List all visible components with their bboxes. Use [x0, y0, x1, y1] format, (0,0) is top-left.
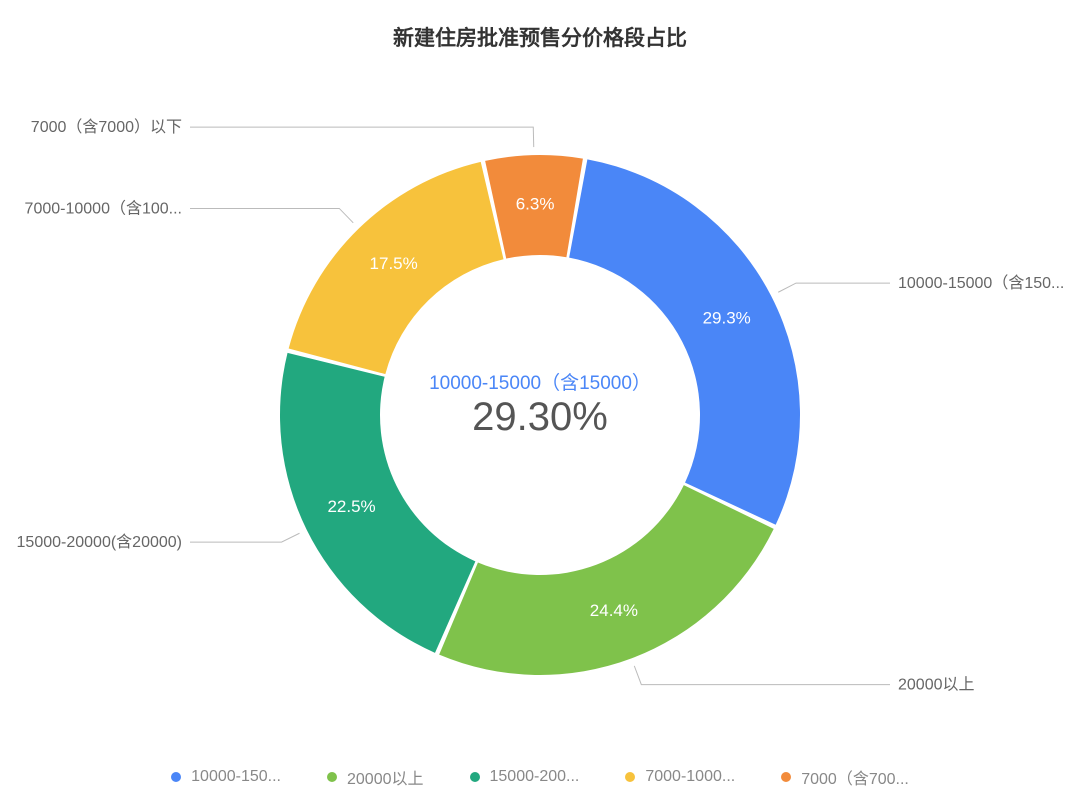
- slice-label-2: 15000-20000(含20000): [17, 533, 182, 551]
- leader-3: [190, 208, 353, 222]
- slice-value-4: 6.3%: [516, 195, 555, 214]
- leader-2: [190, 533, 299, 542]
- legend-dot-icon: [171, 772, 181, 782]
- legend-label-0: 10000-150...: [191, 768, 281, 786]
- slice-value-2: 22.5%: [327, 497, 375, 516]
- legend-item-3[interactable]: 7000-1000...: [625, 765, 735, 789]
- legend-label-4: 7000（含700...: [801, 765, 909, 789]
- legend-item-0[interactable]: 10000-150...: [171, 765, 281, 789]
- legend-label-1: 20000以上: [347, 765, 424, 789]
- legend-dot-icon: [470, 772, 480, 782]
- legend-label-2: 15000-200...: [490, 768, 580, 786]
- leader-1: [634, 666, 890, 685]
- slice-2[interactable]: [280, 353, 475, 653]
- slice-value-0: 29.3%: [703, 308, 751, 327]
- leader-4: [190, 127, 534, 147]
- slice-label-1: 20000以上: [898, 676, 975, 694]
- legend-dot-icon: [625, 772, 635, 782]
- legend-label-3: 7000-1000...: [645, 768, 735, 786]
- legend-item-2[interactable]: 15000-200...: [470, 765, 580, 789]
- donut-svg: 29.3% 10000-15000（含150... 24.4% 20000以上 22.5…: [0, 0, 1080, 809]
- legend-dot-icon: [327, 772, 337, 782]
- slice-label-0: 10000-15000（含150...: [898, 274, 1064, 292]
- leader-0: [778, 283, 890, 292]
- slice-value-1: 24.4%: [590, 601, 638, 620]
- slice-0[interactable]: [569, 159, 800, 524]
- slice-value-3: 17.5%: [370, 254, 418, 273]
- legend-item-4[interactable]: 7000（含700...: [781, 765, 909, 789]
- legend-dot-icon: [781, 772, 791, 782]
- slice-label-3: 7000-10000（含100...: [25, 199, 182, 217]
- slice-label-4: 7000（含7000）以下: [31, 118, 182, 136]
- donut-chart: 新建住房批准预售分价格段占比 29.3%10000-15000（含150...2…: [0, 0, 1080, 809]
- legend-item-1[interactable]: 20000以上: [327, 765, 424, 789]
- slice-1[interactable]: [439, 485, 774, 675]
- legend: 10000-150... 20000以上 15000-200... 7000-1000…: [0, 765, 1080, 789]
